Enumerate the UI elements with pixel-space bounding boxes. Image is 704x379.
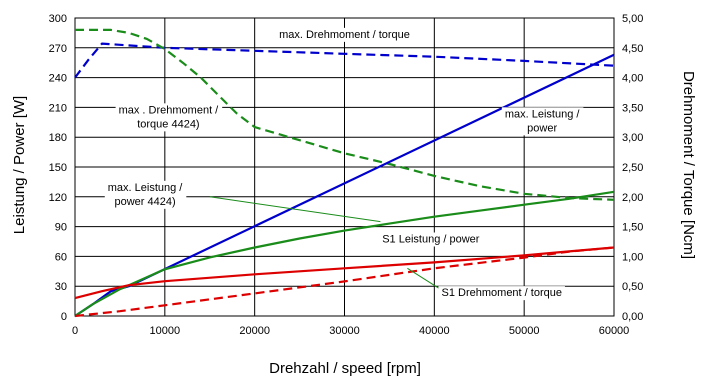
annotation-text: max. Drehmoment / torque — [279, 29, 410, 41]
annotation-background — [438, 286, 565, 301]
y-left-tick-label: 30 — [55, 281, 67, 293]
annotation-background — [104, 180, 187, 209]
y-left-tick-label: 180 — [49, 132, 67, 144]
annotation-leader — [407, 267, 440, 289]
series-line-torque-max-dashed-blue — [74, 42, 615, 79]
annotation-text: power 4424) — [114, 196, 175, 208]
annotation-torque-max: max. Drehmoment / torque — [276, 27, 413, 42]
y-left-tick-label: 60 — [55, 251, 67, 263]
grid — [75, 18, 614, 316]
y-right-tick-label: 3,00 — [622, 132, 643, 144]
y-right-axis-title: Drehmoment / Torque [Ncm] — [680, 71, 697, 259]
annotation-background — [276, 27, 413, 42]
annotation-torque-max-4424: max . Drehmoment / torque 4424) — [115, 103, 223, 132]
annotation-background — [379, 232, 483, 247]
y-right-tick-label: 3,50 — [622, 102, 643, 114]
x-tick-label: 50000 — [509, 325, 540, 337]
y-left-tick-label: 0 — [61, 311, 67, 323]
annotation-background — [501, 107, 584, 136]
annotation-text: max. Leistung / — [108, 182, 184, 194]
annotation-text: S1 Leistung / power — [382, 233, 480, 245]
x-tick-label: 30000 — [329, 325, 360, 337]
annotation-power-s1: S1 Leistung / power — [379, 232, 483, 247]
plot-border — [74, 17, 615, 317]
tick-labels: 0 30 60 90 120 150 180 210 240 270 300 0,00 0,50 1,00… — [49, 13, 644, 337]
x-tick-label: 60000 — [599, 325, 630, 337]
y-left-tick-label: 270 — [49, 43, 67, 55]
y-right-tick-label: 0,50 — [622, 281, 643, 293]
annotation-text: max . Drehmoment / — [119, 104, 220, 116]
x-tick-label: 20000 — [239, 325, 270, 337]
y-left-axis-title: Leistung / Power [W] — [11, 96, 28, 234]
annotation-power-max: max. Leistung / power — [501, 107, 584, 136]
x-tick-label: 0 — [72, 325, 78, 337]
y-left-tick-label: 150 — [49, 162, 67, 174]
y-left-tick-label: 210 — [49, 102, 67, 114]
series-line-torque-max-4424-dashed-green — [75, 28, 615, 201]
y-right-tick-label: 4,50 — [622, 43, 643, 55]
y-left-tick-label: 120 — [49, 192, 67, 204]
y-right-tick-label: 4,00 — [622, 73, 643, 85]
annotations: max. Drehmoment / torque max . Drehmoment… — [104, 27, 584, 301]
y-left-tick-label: 300 — [49, 13, 67, 25]
annotation-text: power — [527, 122, 557, 134]
y-right-tick-label: 1,00 — [622, 251, 643, 263]
x-tick-label: 10000 — [150, 325, 181, 337]
y-right-tick-label: 5,00 — [622, 13, 643, 25]
y-left-tick-label: 240 — [49, 73, 67, 85]
annotation-power-max-4424: max. Leistung / power 4424) — [104, 180, 187, 209]
y-left-tick-label: 90 — [55, 222, 67, 234]
x-tick-label: 40000 — [419, 325, 450, 337]
y-right-tick-label: 2,50 — [622, 162, 643, 174]
annotation-text: torque 4424) — [137, 118, 199, 130]
annotation-leader — [209, 196, 381, 223]
y-right-tick-label: 2,00 — [622, 192, 643, 204]
annotation-text: max. Leistung / — [505, 108, 581, 120]
series-group — [74, 28, 615, 318]
annotation-torque-s1: S1 Drehmoment / torque — [438, 286, 565, 301]
y-right-tick-label: 1,50 — [622, 222, 643, 234]
annotation-text: S1 Drehmoment / torque — [442, 287, 562, 299]
x-axis-title: Drehzahl / speed [rpm] — [269, 360, 421, 377]
annotation-background — [115, 103, 223, 132]
series-line-power-s1-solid-red — [74, 246, 615, 300]
y-right-tick-label: 0,00 — [622, 311, 643, 323]
plot-frame — [74, 17, 615, 317]
series-line-torque-s1-dashed-red — [74, 246, 615, 318]
